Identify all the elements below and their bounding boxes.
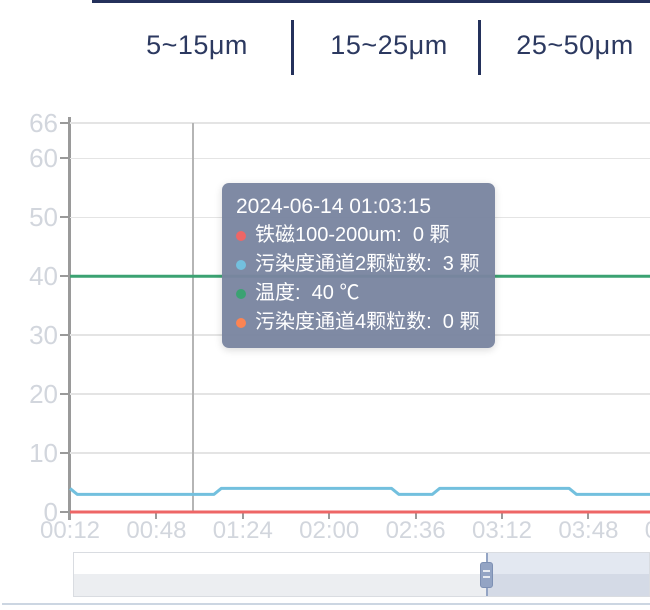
y-axis-label: 50 [29,202,58,233]
y-axis-tick [60,511,70,513]
tooltip-row-text: 污染度通道4颗粒数: 0 颗 [255,311,480,333]
tooltip-rows: 铁磁100-200um: 0 颗污染度通道2颗粒数: 3 颗温度: 40 ℃ 污染… [236,221,479,337]
x-axis-label: 00:48 [126,517,187,544]
y-axis-tick [60,452,70,455]
y-axis-label: 20 [29,379,58,410]
y-axis-line [68,117,71,520]
handle-grip-icon [483,570,491,572]
series-line [69,486,650,496]
series-marker-icon [236,317,246,328]
x-axis-tick [501,512,503,519]
x-axis-tick [155,512,158,519]
x-axis-label: 00:12 [39,517,101,544]
x-axis-tick [587,512,590,519]
datazoom-data-shadow [74,574,649,596]
y-axis-label: 40 [29,261,58,292]
handle-grip-icon [483,576,491,578]
x-axis-label: 01:24 [212,517,273,544]
tooltip-row: 污染度通道2颗粒数: 3 颗 [236,250,479,279]
panel-bottom-border [2,603,650,605]
x-axis-tick [69,512,71,519]
y-axis-label: 10 [29,438,58,469]
datazoom-selected-range[interactable] [486,553,649,596]
y-axis-tick [60,393,70,396]
x-axis-tick [414,512,417,519]
tab-divider [291,20,294,75]
gridline [70,393,650,395]
tab-divider [478,20,481,75]
tab-25-50um[interactable]: 25~50μm [516,30,634,60]
gridline [70,122,650,124]
series-marker-icon [236,259,246,270]
y-axis-tick [60,334,70,337]
x-axis-label: 03:12 [471,517,533,544]
tooltip-row: 温度: 40 ℃ [236,279,479,308]
series-marker-icon [236,288,246,299]
y-axis-tick [60,216,70,219]
header-top-border [92,0,650,3]
y-axis-label: 30 [29,320,58,351]
x-axis-tick [241,512,244,519]
tooltip-row: 污染度通道4颗粒数: 0 颗 [236,308,479,337]
y-axis-label: 66 [29,108,58,138]
y-axis-label: 0 [43,497,58,527]
x-axis-tick [328,512,331,519]
datazoom-slider-track[interactable] [73,552,650,597]
tooltip-row-text: 铁磁100-200um: 0 颗 [255,224,450,246]
tooltip-row-text: 污染度通道2颗粒数: 3 颗 [255,253,480,275]
gridline [70,157,650,160]
x-axis-label: 02:00 [299,517,360,544]
gridline [70,452,650,454]
datazoom-left-handle-icon[interactable] [480,562,494,588]
tooltip-row: 铁磁100-200um: 0 颗 [236,221,479,250]
tab-15-25um[interactable]: 15~25μm [330,30,448,60]
y-axis-tick [60,157,70,160]
tab-5-15um[interactable]: 5~15μm [146,30,248,60]
y-axis-label: 60 [29,143,58,174]
y-axis-tick [60,122,70,124]
tooltip-row-text: 温度: 40 ℃ [255,282,360,304]
y-axis-tick [60,275,70,278]
series-marker-icon [236,230,246,241]
chart-tooltip: 2024-06-14 01:03:15 铁磁100-200um: 0 颗污染度通… [222,183,496,348]
x-axis-label: 03:48 [558,517,619,544]
x-axis-label: 02:36 [385,517,446,544]
tooltip-timestamp: 2024-06-14 01:03:15 [236,195,431,218]
x-axis-label: 04:24 [630,517,650,545]
